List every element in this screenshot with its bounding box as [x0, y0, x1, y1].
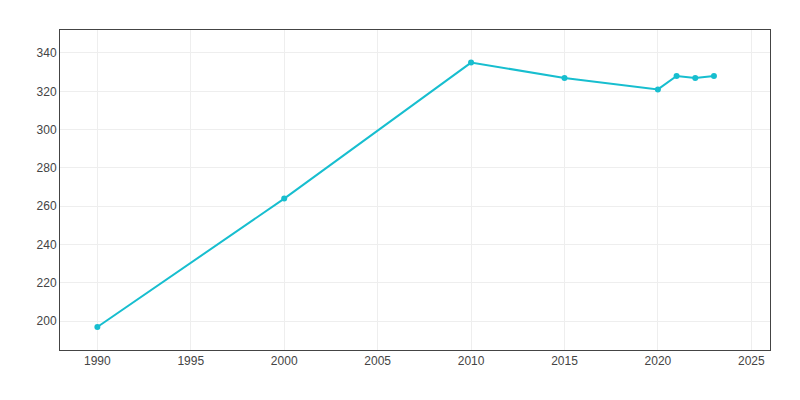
svg-text:2005: 2005 [364, 354, 391, 368]
svg-text:2015: 2015 [551, 354, 578, 368]
svg-text:2010: 2010 [458, 354, 485, 368]
svg-text:2000: 2000 [271, 354, 298, 368]
svg-text:300: 300 [37, 123, 57, 137]
svg-text:320: 320 [37, 85, 57, 99]
svg-text:1990: 1990 [84, 354, 111, 368]
svg-text:1995: 1995 [177, 354, 204, 368]
svg-text:2020: 2020 [645, 354, 672, 368]
svg-text:260: 260 [37, 199, 57, 213]
svg-text:2025: 2025 [738, 354, 765, 368]
svg-text:240: 240 [37, 238, 57, 252]
svg-text:220: 220 [37, 276, 57, 290]
svg-text:280: 280 [37, 161, 57, 175]
svg-text:200: 200 [37, 314, 57, 328]
svg-text:340: 340 [37, 46, 57, 60]
